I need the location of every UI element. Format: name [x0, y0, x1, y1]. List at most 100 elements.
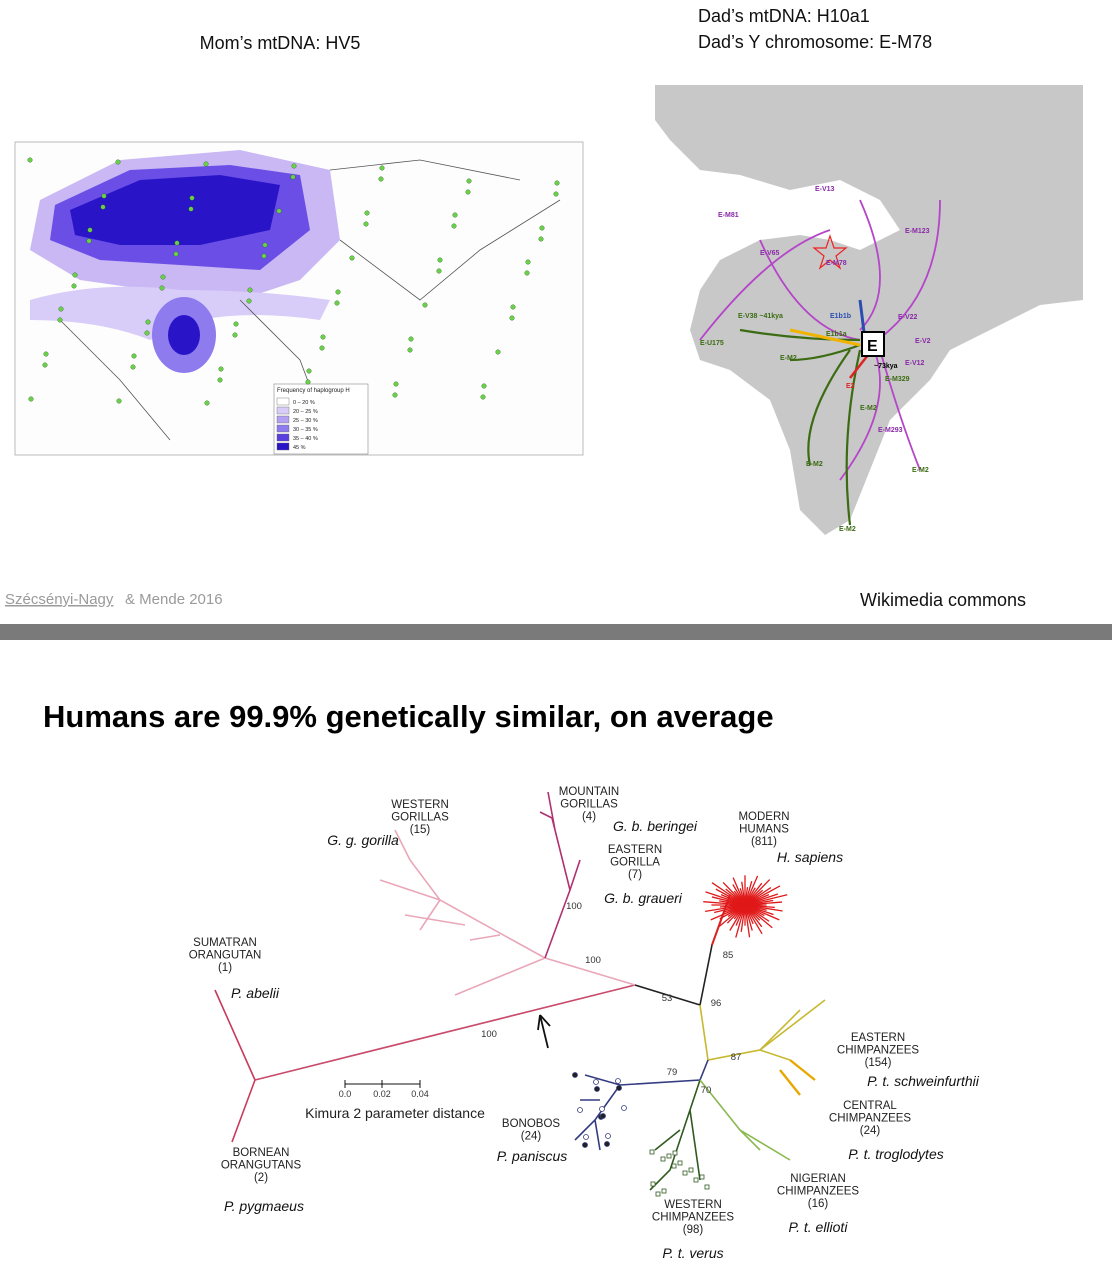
- leaf-tip: [583, 1134, 589, 1140]
- map-label: E-V38 ~41kya: [738, 313, 783, 320]
- species-name: H. sapiens: [777, 849, 843, 865]
- species-name: G. b. beringei: [613, 818, 698, 834]
- sample-dot: [116, 398, 122, 404]
- legend-label: 30 – 35 %: [293, 427, 318, 433]
- map-label: E-M123: [905, 228, 930, 235]
- legend-swatch: [276, 406, 290, 415]
- leaf-tip: [621, 1105, 627, 1111]
- map-label: E1b1b: [830, 313, 851, 320]
- right-caption: Dad’s mtDNA: H10a1: [698, 6, 870, 26]
- sample-dot: [481, 383, 487, 389]
- migration-map: [655, 85, 1083, 535]
- scale-tick: 0.04: [411, 1089, 429, 1099]
- map-label: E-V22: [898, 314, 918, 321]
- leaf-tip: [671, 1163, 677, 1169]
- migration-arrow: [739, 328, 862, 526]
- sample-dot: [291, 163, 297, 169]
- migration-arrow: [789, 328, 861, 347]
- map-label: E2: [846, 383, 855, 390]
- land: [655, 85, 1083, 535]
- sample-dot: [87, 227, 93, 233]
- legend-swatch: [276, 442, 290, 451]
- sample-dot: [305, 379, 311, 385]
- group-count: (811): [751, 836, 777, 848]
- leaf-tip: [649, 1149, 655, 1155]
- map-label: E: [867, 338, 878, 355]
- legend-swatch: [276, 424, 290, 433]
- region-high: [70, 175, 280, 245]
- sample-dot: [407, 347, 413, 353]
- leaf-tip: [655, 1191, 661, 1197]
- sample-dot: [247, 287, 253, 293]
- group-name: ORANGUTAN: [189, 950, 262, 962]
- leaf-tip: [616, 1085, 622, 1091]
- sample-dot: [465, 189, 471, 195]
- sample-dot: [217, 377, 223, 383]
- sample-dot: [290, 174, 296, 180]
- group-name: CHIMPANZEES: [652, 1212, 735, 1224]
- branch: [254, 984, 636, 1081]
- sample-dot: [408, 336, 414, 342]
- left-credit[interactable]: Szécsényi-Nagy: [5, 591, 114, 608]
- sample-dot: [174, 240, 180, 246]
- branch: [574, 1059, 709, 1151]
- group-count: (7): [628, 869, 642, 881]
- bootstrap-value: 100: [566, 901, 582, 912]
- leaf-tip: [693, 1177, 699, 1183]
- leaf-tip: [594, 1086, 600, 1092]
- bootstrap-value: 53: [662, 993, 673, 1004]
- sample-dot: [378, 176, 384, 182]
- slide-divider: [0, 624, 1112, 640]
- species-name: G. g. gorilla: [327, 832, 399, 848]
- origin-box: [861, 331, 885, 357]
- leaf-tip: [660, 1156, 666, 1162]
- sample-dot: [538, 236, 544, 242]
- sample-dot: [189, 195, 195, 201]
- species-name: P. t. schweinfurthii: [867, 1073, 980, 1089]
- migration-arrow: [849, 354, 869, 379]
- legend-swatch: [276, 397, 290, 406]
- sample-dot: [130, 364, 136, 370]
- sample-dot: [145, 319, 151, 325]
- sample-dot: [379, 165, 385, 171]
- leaf-branch: [744, 904, 751, 938]
- sample-dot: [246, 298, 252, 304]
- sample-dot: [452, 212, 458, 218]
- sample-dot: [349, 255, 355, 261]
- species-name: G. b. graueri: [604, 890, 683, 906]
- leaf-tip: [577, 1107, 583, 1113]
- map-label: E-M2: [839, 526, 856, 533]
- species-name: P. t. verus: [662, 1245, 723, 1261]
- bootstrap-value: 100: [585, 955, 601, 966]
- map-label: E-V13: [815, 186, 835, 193]
- map-label: E-M2: [860, 405, 877, 412]
- map-label: E-U175: [700, 340, 724, 347]
- group-name: WESTERN: [664, 1199, 722, 1211]
- sample-dot: [451, 223, 457, 229]
- haplogroup-map: Frequency of haplogroup H: [14, 141, 584, 456]
- group-name: ORANGUTANS: [221, 1160, 302, 1172]
- sample-dot: [393, 381, 399, 387]
- group-name: HUMANS: [739, 824, 789, 836]
- map-label: E-M2: [780, 355, 797, 362]
- sample-dot: [42, 362, 48, 368]
- species-name: P. t. troglodytes: [848, 1146, 943, 1162]
- species-name: P. pygmaeus: [224, 1198, 304, 1214]
- group-count: (98): [683, 1224, 704, 1236]
- group-name: CENTRAL: [843, 1100, 897, 1112]
- map-label: E-M2: [806, 461, 823, 468]
- leaf-tip: [599, 1106, 605, 1112]
- bootstrap-value: 70: [701, 1085, 712, 1096]
- sample-dot: [276, 208, 282, 214]
- group-count: (154): [865, 1057, 892, 1069]
- map-label: E-M78: [826, 260, 847, 267]
- star-marker: [812, 234, 848, 270]
- leaf-tip: [593, 1079, 599, 1085]
- sample-dot: [27, 157, 33, 163]
- sample-dot: [144, 330, 150, 336]
- group-count: (24): [521, 1131, 542, 1143]
- leaf-tip: [688, 1167, 694, 1173]
- leaf-tip: [604, 1141, 610, 1147]
